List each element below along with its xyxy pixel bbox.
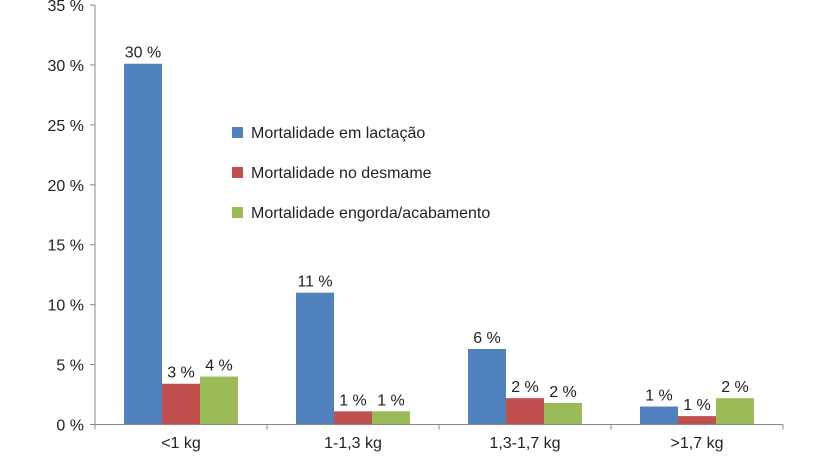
bar bbox=[468, 348, 506, 425]
x-tick-label: 1,3-1,7 kg bbox=[489, 435, 560, 452]
legend-label: Mortalidade em lactação bbox=[251, 125, 425, 142]
y-tick-label: 5 % bbox=[56, 358, 84, 375]
data-label: 1 % bbox=[683, 397, 711, 414]
legend-swatch bbox=[232, 207, 243, 218]
y-tick-label: 20 % bbox=[48, 178, 84, 195]
bar bbox=[162, 383, 200, 425]
legend-label: Mortalidade engorda/acabamento bbox=[251, 205, 490, 222]
data-label: 6 % bbox=[473, 330, 501, 347]
bar bbox=[640, 406, 678, 425]
data-label: 1 % bbox=[377, 392, 405, 409]
bar bbox=[372, 411, 410, 425]
bar bbox=[506, 398, 544, 425]
bar bbox=[200, 376, 238, 425]
bar bbox=[124, 63, 162, 425]
bar bbox=[716, 398, 754, 425]
bars bbox=[124, 63, 754, 425]
bar bbox=[678, 416, 716, 425]
bar bbox=[334, 411, 372, 425]
axes: <1 kg 1-1,3 kg 1,3-1,7 kg >1,7 kg 0 % 5 % 10 %… bbox=[48, 0, 784, 452]
bar bbox=[296, 292, 334, 425]
data-label: 2 % bbox=[511, 379, 539, 396]
data-label: 2 % bbox=[721, 379, 749, 396]
data-label: 2 % bbox=[549, 384, 577, 401]
x-tick-label: >1,7 kg bbox=[671, 435, 724, 452]
y-tick-label: 15 % bbox=[48, 238, 84, 255]
data-labels: 30 % 3 % 4 % 11 % 1 % 1 % 6 % 2 % 2 % 1 % 1 % 2 % bbox=[125, 45, 749, 414]
y-tick-label: 35 % bbox=[48, 0, 84, 15]
data-label: 3 % bbox=[167, 365, 195, 382]
x-tick-label: 1-1,3 kg bbox=[324, 435, 382, 452]
legend-swatch bbox=[232, 167, 243, 178]
data-label: 1 % bbox=[645, 388, 673, 405]
bar bbox=[544, 402, 582, 425]
data-label: 4 % bbox=[205, 358, 233, 375]
x-tick-label: <1 kg bbox=[161, 435, 201, 452]
y-tick-label: 30 % bbox=[48, 58, 84, 75]
legend-label: Mortalidade no desmame bbox=[251, 165, 432, 182]
data-label: 30 % bbox=[125, 45, 161, 62]
data-label: 11 % bbox=[297, 274, 332, 291]
y-tick-label: 25 % bbox=[48, 118, 84, 135]
data-label: 1 % bbox=[339, 392, 367, 409]
legend: Mortalidade em lactação Mortalidade no de… bbox=[232, 125, 490, 222]
y-tick-label: 10 % bbox=[48, 298, 84, 315]
legend-swatch bbox=[232, 127, 243, 138]
y-tick-label: 0 % bbox=[56, 418, 84, 435]
